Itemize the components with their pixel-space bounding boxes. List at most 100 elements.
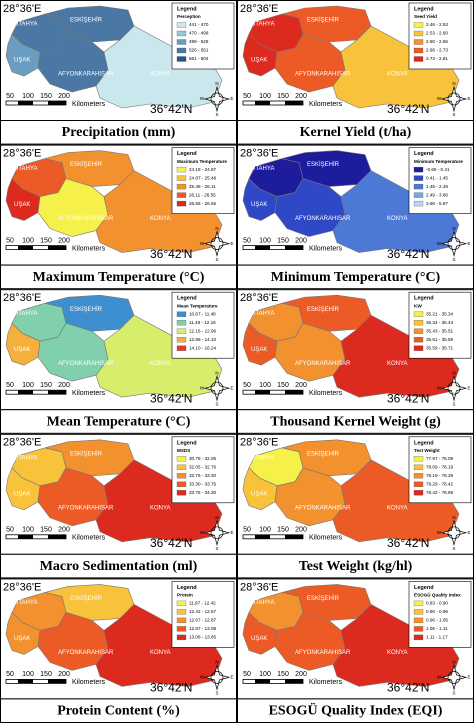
scale-label: 100 — [259, 93, 271, 100]
legend-label: 14.10 - 16.24 — [189, 345, 217, 350]
legend-swatch — [176, 175, 187, 181]
coordinate-east: 28°36'E — [3, 292, 41, 304]
legend-swatch — [413, 320, 424, 326]
legend-label: 30.78 - 32.05 — [189, 456, 217, 461]
city-label: ESKİŞEHİR — [307, 17, 340, 24]
legend-swatch — [176, 22, 187, 28]
city-label: AFYONKARAHISAR — [295, 216, 351, 222]
scale-label: 100 — [22, 527, 34, 534]
scale-unit: Kilometers — [309, 535, 343, 542]
scale-bar-fill — [48, 679, 66, 684]
scale-label: 150 — [277, 671, 289, 678]
city-label: KÜTAHYA — [247, 599, 274, 606]
legend-heading: Legend — [414, 151, 434, 157]
legend-swatch — [413, 490, 424, 496]
compass-letter: E — [467, 385, 470, 390]
legend-title: Perception — [177, 14, 201, 19]
scale-unit: Kilometers — [309, 245, 343, 252]
legend-title: MSDS — [177, 448, 190, 453]
coordinate-north: 36°42'N — [150, 247, 192, 261]
scale-bar-fill — [285, 534, 303, 539]
legend-swatch — [413, 175, 424, 181]
legend-swatch — [176, 609, 187, 615]
caption: Thousand Kernel Weight (g) — [270, 414, 441, 429]
legend-label: 11.48 - 12.16 — [189, 320, 216, 325]
city-label: KONYA — [387, 650, 408, 656]
legend-label: 2.66 - 2.73 — [426, 48, 448, 53]
legend-swatch — [176, 464, 187, 470]
scale-bar-fill — [18, 101, 33, 105]
city-label: KÜTAHYA — [10, 310, 37, 317]
city-label: ESKİŞEHİR — [307, 161, 340, 168]
scale-label: 150 — [277, 237, 289, 244]
coordinate-north: 36°42'N — [387, 247, 429, 261]
legend-label: 12.87 - 13.08 — [189, 626, 217, 631]
legend-swatch — [413, 617, 424, 624]
compass-letter: N — [215, 81, 218, 86]
legend-swatch — [413, 456, 424, 462]
legend-label: 33.30 - 33.76 — [189, 482, 217, 487]
coordinate-north: 36°42'N — [387, 536, 429, 550]
caption: Kernel Yield (t/ha) — [300, 125, 412, 140]
legend-label: 11.97 - 12.42 — [189, 601, 216, 606]
province — [332, 314, 460, 398]
legend-label: 13.08 - 13.65 — [189, 635, 217, 640]
compass-letter: N — [452, 226, 455, 231]
scale-label: 200 — [295, 671, 307, 678]
scale-unit: Kilometers — [309, 679, 343, 686]
compass-letter: E — [230, 530, 233, 535]
legend-swatch — [413, 56, 424, 62]
legend-label: 12.42 - 12.67 — [189, 609, 217, 614]
city-label: KÜTAHYA — [10, 21, 37, 28]
legend-label: 78.09 - 78.19 — [426, 465, 454, 470]
legend-swatch — [413, 311, 424, 317]
city-label: ESKİŞEHİR — [70, 595, 103, 602]
scale-bar-fill — [255, 101, 270, 105]
legend-swatch — [176, 328, 187, 334]
coordinate-north: 36°42'N — [387, 102, 429, 116]
legend-swatch — [413, 47, 424, 54]
coordinate-east: 28°36'E — [240, 3, 278, 15]
legend-label: 498 - 526 — [189, 39, 209, 44]
province — [5, 322, 41, 366]
scale-label: 200 — [58, 237, 70, 244]
legend-label: 78.29 - 78.42 — [426, 482, 454, 487]
city-label: UŞAK — [14, 347, 30, 353]
scale-bar-fill — [255, 679, 270, 684]
caption: Mean Temperature (°C) — [47, 414, 191, 429]
compass-letter: S — [452, 257, 455, 262]
legend-label: 1.11 - 1.17 — [426, 635, 448, 640]
city-label: AFYONKARAHISAR — [295, 505, 351, 511]
city-label: KÜTAHYA — [10, 454, 37, 461]
city-label: UŞAK — [251, 58, 267, 64]
scale-label: 50 — [243, 382, 251, 389]
legend-label: 10.67 - 11.48 — [189, 311, 216, 316]
compass-letter: N — [452, 370, 455, 375]
legend-title: Seed Yield — [414, 14, 437, 19]
scale-label: 200 — [58, 382, 70, 389]
province — [332, 170, 460, 253]
coordinate-east: 28°36'E — [3, 148, 41, 160]
legend-swatch — [176, 30, 187, 37]
legend-heading: Legend — [177, 585, 197, 591]
scale-label: 200 — [58, 527, 70, 534]
map-panel: KÜTAHYA ESKİŞEHİR UŞAK AFYONKARAHISAR KONYA 2… — [237, 578, 474, 723]
coordinate-east: 28°36'E — [3, 437, 41, 449]
province — [332, 25, 460, 109]
legend-label: 32.76 - 33.30 — [189, 473, 217, 478]
scale-label: 50 — [6, 93, 14, 100]
scale-label: 50 — [6, 527, 14, 534]
legend-label: 2.60 - 2.66 — [426, 39, 448, 44]
scale-bar-fill — [285, 679, 303, 684]
coordinate-east: 28°36'E — [240, 292, 278, 304]
province — [242, 467, 278, 511]
legend-label: 33.76 - 34.30 — [189, 490, 217, 495]
scale-label: 200 — [58, 671, 70, 678]
compass-ring — [447, 381, 461, 395]
scale-label: 100 — [259, 237, 271, 244]
compass-letter: S — [452, 546, 455, 551]
compass-letter: S — [215, 691, 218, 696]
scale-bar-fill — [48, 390, 66, 395]
coordinate-north: 36°42'N — [387, 681, 429, 695]
scale-label: 50 — [6, 237, 14, 244]
